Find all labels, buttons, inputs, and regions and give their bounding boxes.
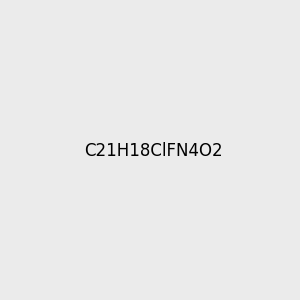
Text: C21H18ClFN4O2: C21H18ClFN4O2	[84, 142, 223, 160]
